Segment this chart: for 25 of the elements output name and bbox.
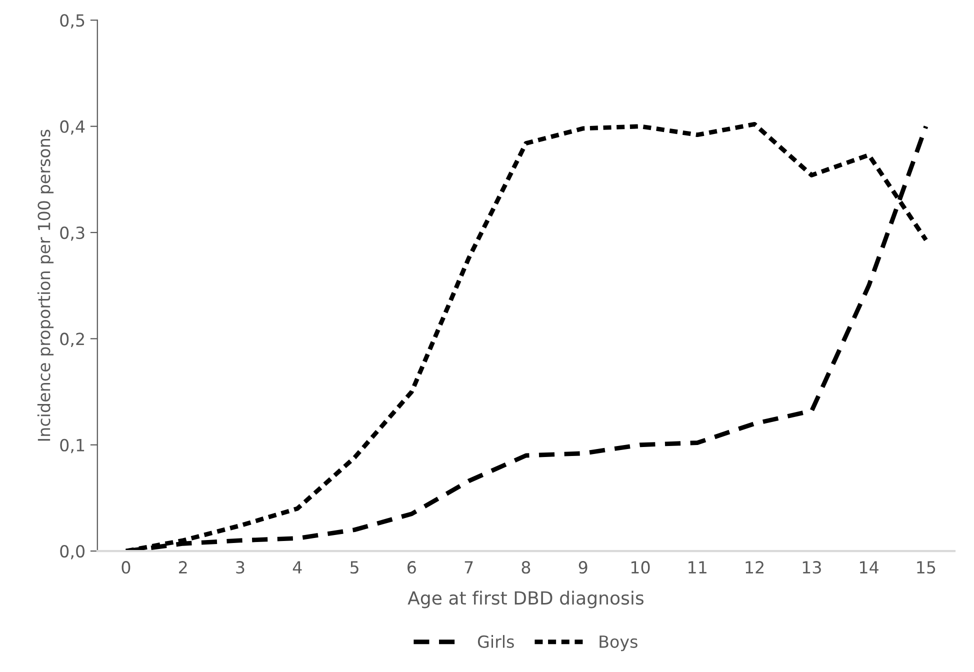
y-tick-label: 0,2: [60, 332, 84, 347]
x-tick-label: 14: [860, 561, 878, 574]
x-tick-label: 10: [631, 561, 650, 574]
x-tick-label: 9: [578, 561, 588, 574]
x-axis-title: Age at first DBD diagnosis: [408, 590, 644, 608]
y-tick-label: 0,5: [60, 14, 84, 28]
y-tick-label: 0,3: [60, 226, 84, 241]
y-tick-label: 0,0: [60, 545, 84, 560]
y-tick-label: 0,4: [60, 120, 85, 135]
x-tick-label: 15: [917, 561, 936, 574]
x-tick-label: 7: [464, 561, 473, 574]
x-tick-label: 11: [688, 561, 706, 574]
x-tick-label: 2: [179, 561, 187, 574]
x-tick-label: 0: [122, 561, 130, 574]
x-tick-label: 8: [522, 561, 530, 574]
x-tick-label: 12: [746, 561, 764, 574]
legend-label: Girls: [478, 635, 514, 648]
legend-label: Boys: [600, 636, 638, 652]
y-tick-label: 0,1: [60, 438, 84, 454]
x-tick-label: 4: [292, 561, 302, 574]
x-tick-label: 3: [236, 561, 244, 574]
x-tick-label: 13: [802, 561, 821, 574]
x-tick-label: 6: [408, 561, 416, 574]
y-axis-title: Incidence proportion per 100 persons: [37, 130, 54, 441]
x-tick-label: 5: [350, 561, 358, 574]
